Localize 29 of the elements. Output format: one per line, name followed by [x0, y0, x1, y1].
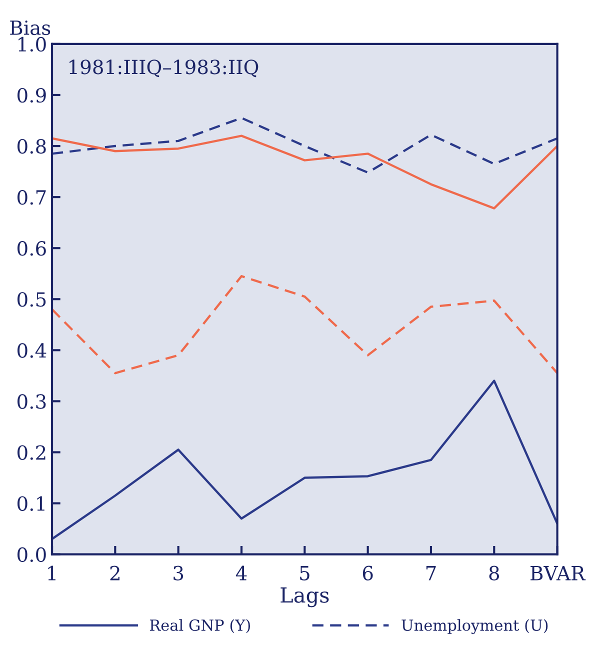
y-tick-label: 0.8	[18, 138, 46, 154]
x-tick-label: 2	[110, 566, 120, 580]
y-axis-title: Bias	[10, 20, 50, 36]
x-axis-title: Lags	[280, 587, 329, 608]
y-tick-label: 0.1	[18, 496, 44, 511]
y-tick-label: 0.6	[18, 241, 46, 256]
x-tick-label: BVAR	[530, 566, 586, 580]
y-tick-label: 0.2	[18, 445, 46, 460]
x-tick-label: 8	[489, 566, 500, 580]
line-series	[52, 116, 558, 174]
x-tick-label: 4	[236, 566, 247, 580]
line-series	[52, 275, 558, 374]
legend-label: Unemployment (U)	[402, 619, 548, 634]
x-tick-label: 1	[48, 566, 56, 580]
x-tick-label: 6	[362, 566, 373, 580]
line-series	[52, 380, 558, 540]
y-tick-label: 0.0	[18, 547, 46, 562]
y-tick-label: 0.4	[18, 343, 46, 358]
y-tick-label: 0.3	[18, 394, 46, 409]
y-tick-label: 0.9	[18, 88, 46, 103]
line-series	[52, 134, 558, 210]
x-tick-label: 7	[426, 566, 436, 580]
legend-label: Real GNP (Y)	[150, 619, 250, 634]
x-tick-label: 5	[300, 566, 310, 580]
y-tick-label: 0.7	[18, 190, 46, 205]
y-tick-label: 0.5	[18, 292, 46, 307]
y-tick-label: 1.0	[18, 36, 46, 52]
x-tick-label: 3	[174, 566, 184, 580]
annotation: 1981:IIIQ–1983:IIQ	[70, 60, 258, 78]
